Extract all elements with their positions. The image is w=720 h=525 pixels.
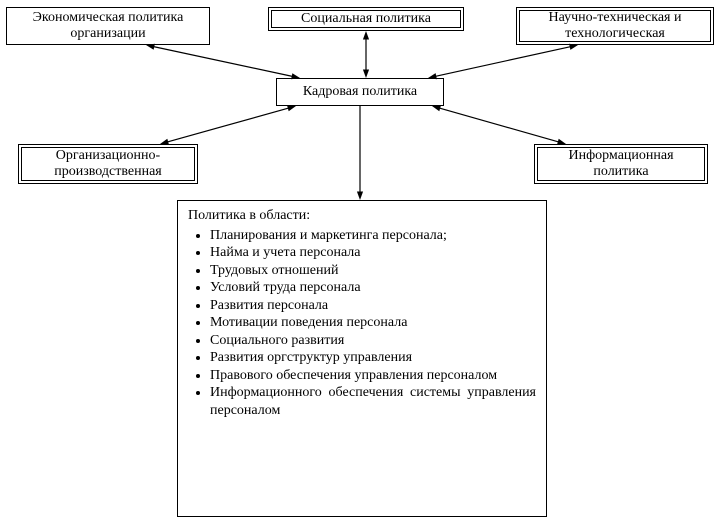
box-org: Организационно-производственная (18, 144, 198, 184)
box-tech: Научно-техническая и технологическая (516, 7, 714, 45)
policy-item: Мотивации поведения персонала (210, 314, 536, 332)
policy-item: Найма и учета персонала (210, 244, 536, 262)
policy-item: Информационного обеспечения системы упра… (210, 384, 536, 419)
policy-item: Правового обеспечения управления персона… (210, 367, 536, 385)
policy-panel: Политика в области: Планирования и марке… (177, 200, 547, 517)
box-econ: Экономическая политика организации (6, 7, 210, 45)
box-econ-label: Экономическая политика организации (13, 10, 203, 42)
box-center: Кадровая политика (276, 78, 444, 106)
policy-item: Планирования и маркетинга персонала; (210, 227, 536, 245)
box-center-label: Кадровая политика (303, 84, 417, 100)
box-org-label: Организационно-производственная (25, 148, 191, 180)
policy-item: Социального развития (210, 332, 536, 350)
policy-item: Развития оргструктур управления (210, 349, 536, 367)
box-info-label: Информационная политика (541, 148, 701, 180)
policy-item: Условий труда персонала (210, 279, 536, 297)
policy-list: Планирования и маркетинга персонала;Найм… (210, 227, 536, 420)
box-social-label: Социальная политика (301, 11, 431, 27)
policy-panel-title: Политика в области: (188, 207, 536, 225)
box-tech-label: Научно-техническая и технологическая (523, 10, 707, 42)
policy-item: Развития персонала (210, 297, 536, 315)
box-info: Информационная политика (534, 144, 708, 184)
policy-item: Трудовых отношений (210, 262, 536, 280)
box-social: Социальная политика (268, 7, 464, 31)
diagram-root: Экономическая политика организации Социа… (0, 0, 720, 525)
